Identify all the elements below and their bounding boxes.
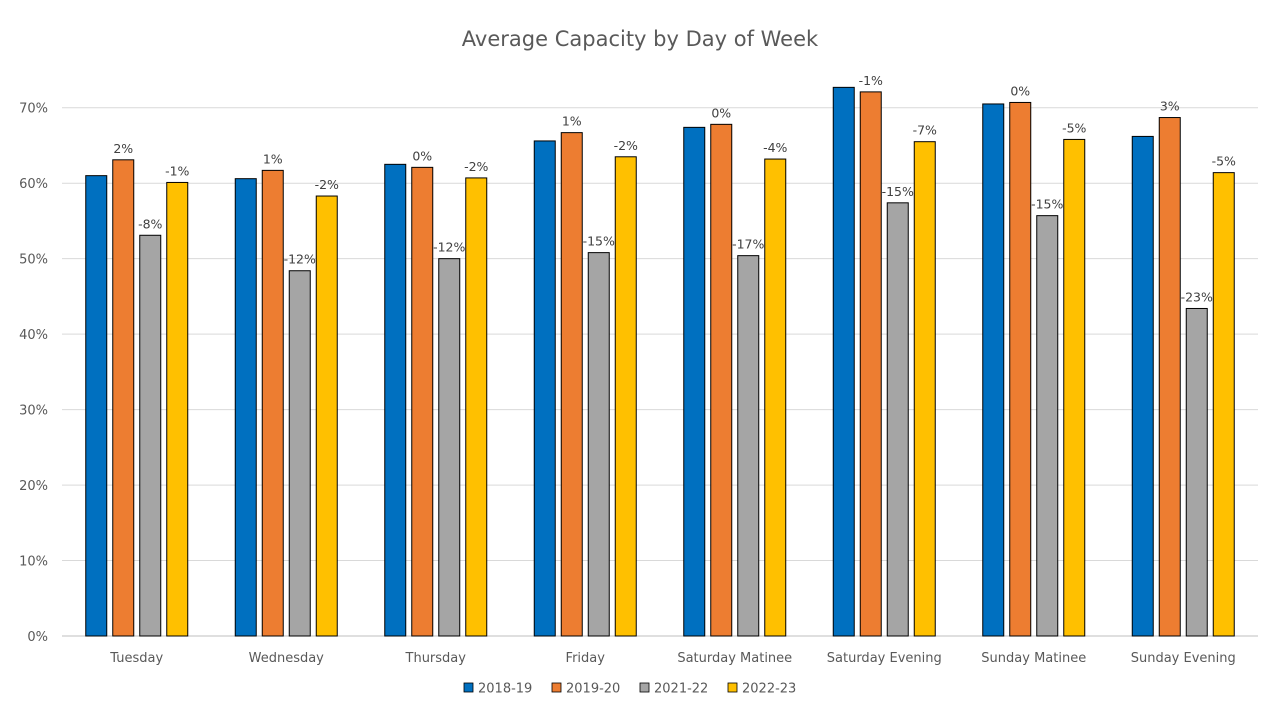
x-tick-label: Tuesday	[109, 651, 163, 666]
data-label: -5%	[1062, 120, 1086, 135]
data-label: -15%	[583, 234, 615, 249]
y-tick-label: 0%	[27, 630, 48, 645]
data-label: -23%	[1181, 289, 1213, 304]
y-tick-label: 70%	[19, 102, 48, 117]
data-label: -7%	[913, 123, 937, 138]
data-labels: 2% -8% -1% 1% -12% -2% 0% -12% -2% 1% -15% -2% 0% -17…	[113, 73, 1236, 305]
bar-2018-19-sunday-evening	[1131, 135, 1154, 637]
bar-2019-20-wednesday	[261, 169, 284, 637]
y-tick-label: 50%	[19, 253, 48, 268]
bar-2018-19-saturday-evening	[832, 86, 855, 637]
legend-label: 2021-22	[654, 682, 708, 697]
legend: 2018-19 2019-20 2021-22 2022-23	[463, 682, 796, 697]
data-label: 1%	[263, 151, 283, 166]
bar-2021-22-saturday-evening	[886, 202, 909, 637]
bar-2018-19-tuesday	[85, 175, 108, 637]
bar-2018-19-thursday	[384, 163, 407, 637]
data-label: -5%	[1212, 154, 1236, 169]
bar-2018-19-wednesday	[234, 178, 257, 637]
data-label: 1%	[562, 114, 582, 129]
data-label: -12%	[433, 240, 465, 255]
data-label: -2%	[464, 159, 488, 174]
y-tick-label: 40%	[19, 328, 48, 343]
bar-2022-23-sunday-evening	[1212, 172, 1235, 637]
bar-2019-20-sunday-matinee	[1009, 101, 1032, 637]
data-label: 2%	[113, 141, 133, 156]
data-label: -15%	[1031, 197, 1063, 212]
x-tick-label: Thursday	[405, 651, 467, 666]
bar-2018-19-friday	[533, 140, 556, 637]
x-tick-label: Friday	[566, 651, 606, 666]
data-label: -2%	[614, 138, 638, 153]
bar-2022-23-saturday-evening	[913, 141, 936, 637]
data-label: 0%	[711, 105, 731, 120]
x-tick-label: Sunday Evening	[1131, 651, 1236, 666]
data-label: 0%	[1010, 83, 1030, 98]
bar-2019-20-saturday-matinee	[710, 123, 733, 637]
data-label: -2%	[315, 177, 339, 192]
bars	[85, 86, 1235, 637]
y-tick-label: 20%	[19, 479, 48, 494]
bar-2021-22-sunday-evening	[1185, 307, 1208, 637]
y-axis-ticks: 0% 10% 20% 30% 40% 50% 60% 70%	[19, 102, 48, 645]
bar-2019-20-saturday-evening	[859, 91, 882, 637]
bar-2018-19-saturday-matinee	[683, 126, 706, 637]
y-tick-label: 60%	[19, 177, 48, 192]
chart-title: Average Capacity by Day of Week	[462, 27, 819, 51]
x-axis-ticks: Tuesday Wednesday Thursday Friday Saturday M…	[109, 651, 1235, 666]
legend-swatch	[727, 682, 738, 693]
x-tick-label: Wednesday	[249, 651, 325, 666]
bar-2021-22-sunday-matinee	[1036, 215, 1059, 637]
bar-2021-22-friday	[587, 252, 610, 637]
bar-2019-20-friday	[560, 132, 583, 637]
bar-2021-22-tuesday	[139, 234, 162, 637]
data-label: -17%	[732, 237, 764, 252]
data-label: -15%	[882, 184, 914, 199]
bar-2021-22-wednesday	[288, 270, 311, 637]
bar-2021-22-thursday	[438, 258, 461, 637]
bar-2019-20-tuesday	[112, 159, 135, 637]
legend-swatch	[639, 682, 650, 693]
bar-2022-23-wednesday	[315, 195, 338, 637]
bar-2022-23-thursday	[465, 177, 488, 637]
bar-2018-19-sunday-matinee	[982, 103, 1005, 637]
bar-2022-23-sunday-matinee	[1063, 138, 1086, 637]
bar-2022-23-saturday-matinee	[764, 158, 787, 637]
data-label: 3%	[1160, 99, 1180, 114]
legend-label: 2019-20	[566, 682, 620, 697]
x-tick-label: Sunday Matinee	[981, 651, 1086, 666]
data-label: -1%	[165, 163, 189, 178]
legend-label: 2018-19	[478, 682, 532, 697]
data-label: -8%	[138, 216, 162, 231]
x-tick-label: Saturday Matinee	[677, 651, 792, 666]
data-label: 0%	[412, 148, 432, 163]
bar-2019-20-thursday	[411, 166, 434, 637]
bar-2022-23-friday	[614, 156, 637, 637]
legend-label: 2022-23	[742, 682, 796, 697]
data-label: -1%	[859, 73, 883, 88]
bar-2022-23-tuesday	[166, 181, 189, 637]
bar-2019-20-sunday-evening	[1158, 117, 1181, 637]
bar-2021-22-saturday-matinee	[737, 255, 760, 637]
y-tick-label: 10%	[19, 555, 48, 570]
y-tick-label: 30%	[19, 404, 48, 419]
data-label: -12%	[284, 252, 316, 267]
legend-swatch	[551, 682, 562, 693]
x-tick-label: Saturday Evening	[827, 651, 942, 666]
legend-swatch	[463, 682, 474, 693]
gridlines	[62, 107, 1258, 637]
data-label: -4%	[763, 140, 787, 155]
